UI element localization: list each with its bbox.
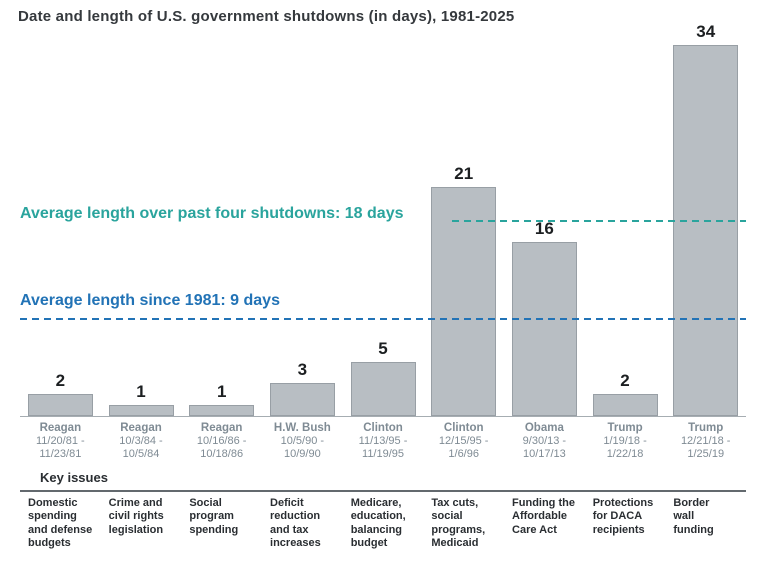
- key-issues-row: Domestic spending and defense budgets Cri…: [20, 497, 746, 551]
- key-issue: Domestic spending and defense budgets: [28, 497, 93, 550]
- key-issues-divider: [20, 490, 746, 492]
- bar-value-label: 3: [297, 360, 308, 380]
- date-range: 10/5/90 - 10/9/90: [280, 435, 325, 461]
- xaxis-label: Clinton 11/13/95 - 11/19/95: [343, 422, 424, 461]
- xaxis-label: Obama 9/30/13 - 10/17/13: [504, 422, 585, 461]
- chart-area: 2 1 1 3 5 21 16 2 34 Average length over past fo…: [20, 22, 746, 417]
- president-label: Reagan: [200, 422, 243, 434]
- bar-column: 1: [181, 30, 262, 416]
- key-issue: Protections for DACA recipients: [592, 497, 654, 536]
- president-label: Reagan: [39, 422, 82, 434]
- date-range: 9/30/13 - 10/17/13: [522, 435, 567, 461]
- president-label: H.W. Bush: [273, 422, 331, 434]
- overall-average-dashed-line: [20, 317, 746, 320]
- bars-row: 2 1 1 3 5 21 16 2 34: [20, 22, 746, 416]
- xaxis-label: Trump 1/19/18 - 1/22/18: [585, 422, 666, 461]
- bar-value-label: 2: [55, 371, 66, 391]
- date-range: 1/19/18 - 1/22/18: [603, 435, 647, 461]
- president-label: Trump: [688, 422, 724, 434]
- shutdown-bar: [673, 45, 739, 416]
- bar-value-label: 16: [534, 218, 554, 238]
- xaxis-row: Reagan 11/20/81 - 11/23/81 Reagan 10/3/84 -…: [20, 422, 746, 461]
- bar-value-label: 5: [378, 338, 388, 358]
- bar-column: 16: [504, 30, 585, 416]
- bar-value-label: 1: [136, 382, 146, 402]
- xaxis-label: Trump 12/21/18 - 1/25/19: [665, 422, 746, 461]
- xaxis-label: Reagan 10/16/86 - 10/18/86: [181, 422, 262, 461]
- bar-column: 21: [423, 30, 504, 416]
- president-label: Obama: [524, 422, 564, 434]
- president-label: Trump: [607, 422, 643, 434]
- shutdown-bar: [592, 394, 658, 416]
- shutdown-bar: [269, 383, 335, 416]
- shutdown-bar: [511, 241, 577, 416]
- president-label: Reagan: [120, 422, 162, 434]
- shutdown-bar: [189, 405, 255, 416]
- overall-average-annotation: Average length since 1981: 9 days: [20, 292, 280, 309]
- key-issue: Border wall funding: [673, 497, 714, 536]
- recent-average-annotation: Average length over past four shutdowns:…: [20, 205, 404, 222]
- recent-average-dashed-line: [452, 219, 746, 222]
- bar-column: 2: [585, 30, 666, 416]
- key-issue: Medicare, education, balancing budget: [350, 497, 406, 550]
- key-issue: Deficit reduction and tax increases: [270, 497, 321, 550]
- shutdown-bar: [431, 187, 497, 416]
- date-range: 10/3/84 - 10/5/84: [119, 435, 163, 461]
- bar-value-label: 1: [216, 382, 227, 402]
- key-issues-header: Key issues: [40, 470, 108, 485]
- bar-column: 1: [101, 30, 182, 416]
- key-issue: Tax cuts, social programs, Medicaid: [431, 497, 486, 550]
- president-label: Clinton: [443, 422, 484, 434]
- date-range: 12/21/18 - 1/25/19: [680, 435, 731, 461]
- shutdown-bar: [27, 394, 93, 416]
- bar-column: 34: [665, 22, 746, 416]
- bar-column: 2: [20, 30, 101, 416]
- xaxis-label: Reagan 10/3/84 - 10/5/84: [101, 422, 182, 461]
- chart-title: Date and length of U.S. government shutd…: [18, 8, 515, 25]
- president-label: Clinton: [363, 422, 403, 434]
- date-range: 10/16/86 - 10/18/86: [196, 435, 247, 461]
- xaxis-label: Clinton 12/15/95 - 1/6/96: [423, 422, 504, 461]
- date-range: 11/20/81 - 11/23/81: [35, 435, 85, 461]
- date-range: 12/15/95 - 1/6/96: [438, 435, 489, 461]
- key-issue: Social program spending: [189, 497, 239, 536]
- xaxis-label: Reagan 11/20/81 - 11/23/81: [20, 422, 101, 461]
- key-issue: Crime and civil rights legislation: [108, 497, 164, 536]
- xaxis-label: H.W. Bush 10/5/90 - 10/9/90: [262, 422, 343, 461]
- date-range: 11/13/95 - 11/19/95: [358, 435, 408, 461]
- shutdown-bar: [108, 405, 174, 416]
- shutdown-bar: [350, 361, 416, 416]
- bar-column: 3: [262, 30, 343, 416]
- bar-value-label: 2: [620, 371, 630, 391]
- bar-column: 5: [343, 30, 424, 416]
- key-issue: Funding the Affordable Care Act: [512, 497, 575, 536]
- bar-value-label: 34: [696, 22, 716, 42]
- bar-value-label: 21: [454, 164, 474, 184]
